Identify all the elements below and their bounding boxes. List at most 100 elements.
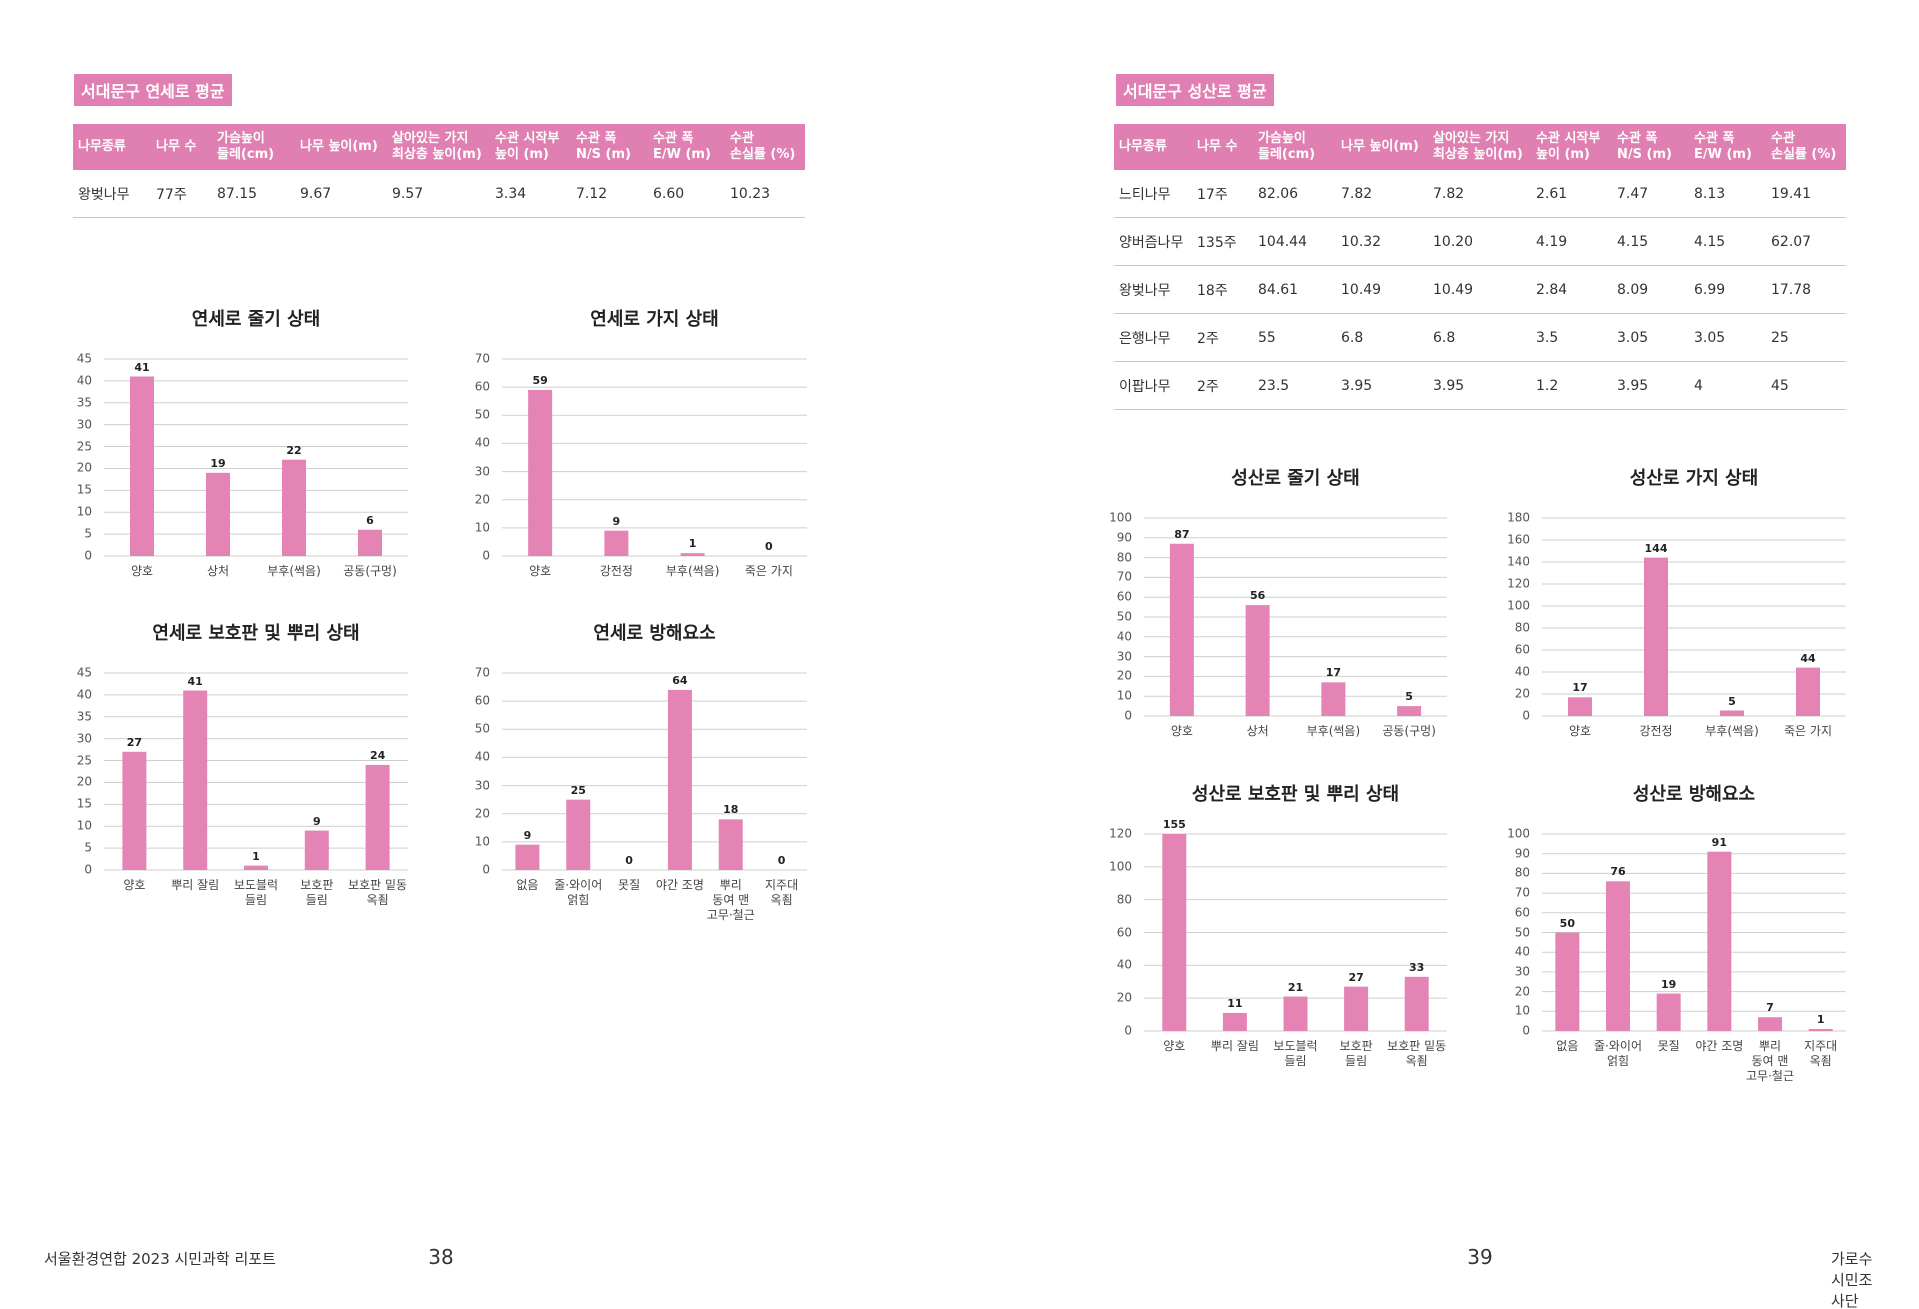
y-tick-label: 80 (1116, 550, 1132, 565)
value-label: 7 (1766, 1001, 1774, 1015)
table-cell: 1.2 (1531, 361, 1612, 410)
table-cell: 은행나무 (1114, 313, 1192, 362)
y-tick-label: 5 (84, 526, 92, 541)
table-cell: 10.23 (725, 170, 805, 218)
x-tick-label: 부후(썩음) (267, 564, 321, 578)
value-label: 44 (1800, 651, 1816, 665)
y-tick-label: 0 (84, 862, 92, 877)
y-tick-label: 140 (1507, 554, 1530, 569)
y-tick-label: 30 (1116, 649, 1132, 664)
table-cell: 7.82 (1428, 170, 1531, 218)
table-cell: 3.05 (1689, 313, 1766, 362)
y-tick-label: 60 (474, 379, 490, 394)
bar (183, 690, 208, 870)
value-label: 19 (210, 456, 226, 470)
table-cell: 55 (1253, 313, 1336, 362)
x-tick-label: 보도블럭 들림 (233, 878, 279, 907)
table-cell: 19.41 (1766, 170, 1846, 218)
data-table: 나무종류 나무 수 가슴높이 둘레(cm) 나무 높이(m) 살아있는 가지 최상층 높… (1114, 124, 1846, 410)
bar (206, 472, 230, 556)
table-cell: 18주 (1192, 265, 1253, 314)
y-tick-label: 120 (1507, 576, 1530, 591)
table-cell: 4.15 (1612, 217, 1689, 266)
table-cell: 느티나무 (1114, 170, 1192, 218)
value-label: 5 (1728, 694, 1736, 708)
bar (1162, 834, 1187, 1031)
bar (1758, 1017, 1782, 1031)
x-tick-label: 양호 (1163, 1039, 1186, 1053)
footer-text: 서울환경연합 2023 시민과학 리포트 (44, 1250, 276, 1268)
x-tick-label: 야간 조명 (655, 878, 704, 892)
bar (1656, 993, 1681, 1031)
bar (566, 799, 591, 870)
x-tick-label: 보도블럭 들림 (1273, 1039, 1318, 1068)
y-tick-label: 40 (474, 435, 490, 450)
y-tick-label: 90 (1514, 846, 1530, 861)
value-label: 0 (625, 854, 633, 867)
chart-title: 성산로 가지 상태 (1629, 468, 1759, 489)
value-label: 11 (1227, 996, 1243, 1010)
y-tick-label: 25 (76, 439, 92, 454)
bar (667, 689, 692, 870)
bar (515, 844, 540, 870)
bar (1644, 557, 1668, 716)
x-tick-label: 지주대 옥죔 (765, 878, 799, 907)
table-cell: 77주 (151, 170, 212, 218)
x-tick-label: 부후(썩음) (665, 564, 720, 578)
y-tick-label: 30 (474, 464, 490, 479)
bar (1283, 996, 1308, 1031)
x-tick-label: 야간 조명 (1695, 1039, 1744, 1053)
table-cell: 6.60 (648, 170, 725, 218)
table-cell: 2.61 (1531, 170, 1612, 218)
x-tick-label: 보호판 밑동 옥죔 (348, 878, 408, 907)
bar (1707, 851, 1732, 1031)
x-tick-label: 보호판 밑동 옥죔 (1387, 1039, 1447, 1068)
value-label: 22 (286, 443, 302, 457)
y-tick-label: 80 (1514, 865, 1530, 880)
header-cell: 나무 높이(m) (295, 124, 387, 170)
value-label: 1 (252, 849, 260, 863)
value-label: 25 (570, 783, 586, 797)
x-tick-label: 상처 (206, 564, 230, 578)
bar (130, 376, 154, 556)
x-tick-label: 양호 (123, 878, 146, 892)
header-cell: 가슴높이 둘레(cm) (1253, 124, 1336, 170)
x-tick-label: 강전정 (1639, 724, 1673, 738)
y-tick-label: 20 (1116, 668, 1132, 683)
table-cell: 4.19 (1531, 217, 1612, 266)
y-tick-label: 100 (1109, 859, 1132, 874)
value-label: 9 (312, 814, 321, 828)
table-cell: 3.95 (1612, 361, 1689, 410)
table-cell: 3.5 (1531, 313, 1612, 362)
section-title: 서대문구 성산로 평균 (1116, 74, 1274, 106)
bar (1169, 543, 1194, 716)
bar (528, 389, 553, 556)
header-cell: 수관 손실률 (%) (725, 124, 805, 170)
header-cell: 수관 손실률 (%) (1766, 124, 1846, 170)
bar (244, 865, 268, 870)
value-label: 87 (1174, 527, 1190, 541)
y-tick-label: 70 (1514, 885, 1530, 900)
table-cell: 2주 (1192, 361, 1253, 410)
header-row: 나무종류 나무 수 가슴높이 둘레(cm) 나무 높이(m) 살아있는 가지 최상층 높… (1114, 124, 1846, 170)
y-tick-label: 5 (84, 840, 92, 855)
footer-text: 가로수 시민조사단 (1831, 1250, 1873, 1309)
bar (1222, 1012, 1247, 1031)
page-number: 38 (428, 1245, 454, 1269)
table-cell: 2주 (1192, 313, 1253, 362)
table-cell: 10.49 (1336, 265, 1428, 314)
x-tick-label: 상처 (1246, 724, 1269, 738)
y-tick-label: 10 (1116, 688, 1132, 703)
x-tick-label: 양호 (1568, 724, 1592, 738)
table-row: 왕벚나무 77주 87.15 9.67 9.57 3.34 7.12 6.60 10.23 (73, 170, 805, 218)
table-cell: 17.78 (1766, 265, 1846, 314)
bar (1344, 986, 1369, 1031)
value-label: 6 (366, 513, 374, 527)
y-tick-label: 40 (76, 373, 92, 388)
chart-title: 성산로 보호판 및 뿌리 상태 (1191, 784, 1400, 805)
table-cell: 3.95 (1336, 361, 1428, 410)
y-tick-label: 70 (474, 351, 490, 366)
table-cell: 왕벚나무 (73, 170, 151, 218)
y-tick-label: 50 (474, 721, 490, 736)
